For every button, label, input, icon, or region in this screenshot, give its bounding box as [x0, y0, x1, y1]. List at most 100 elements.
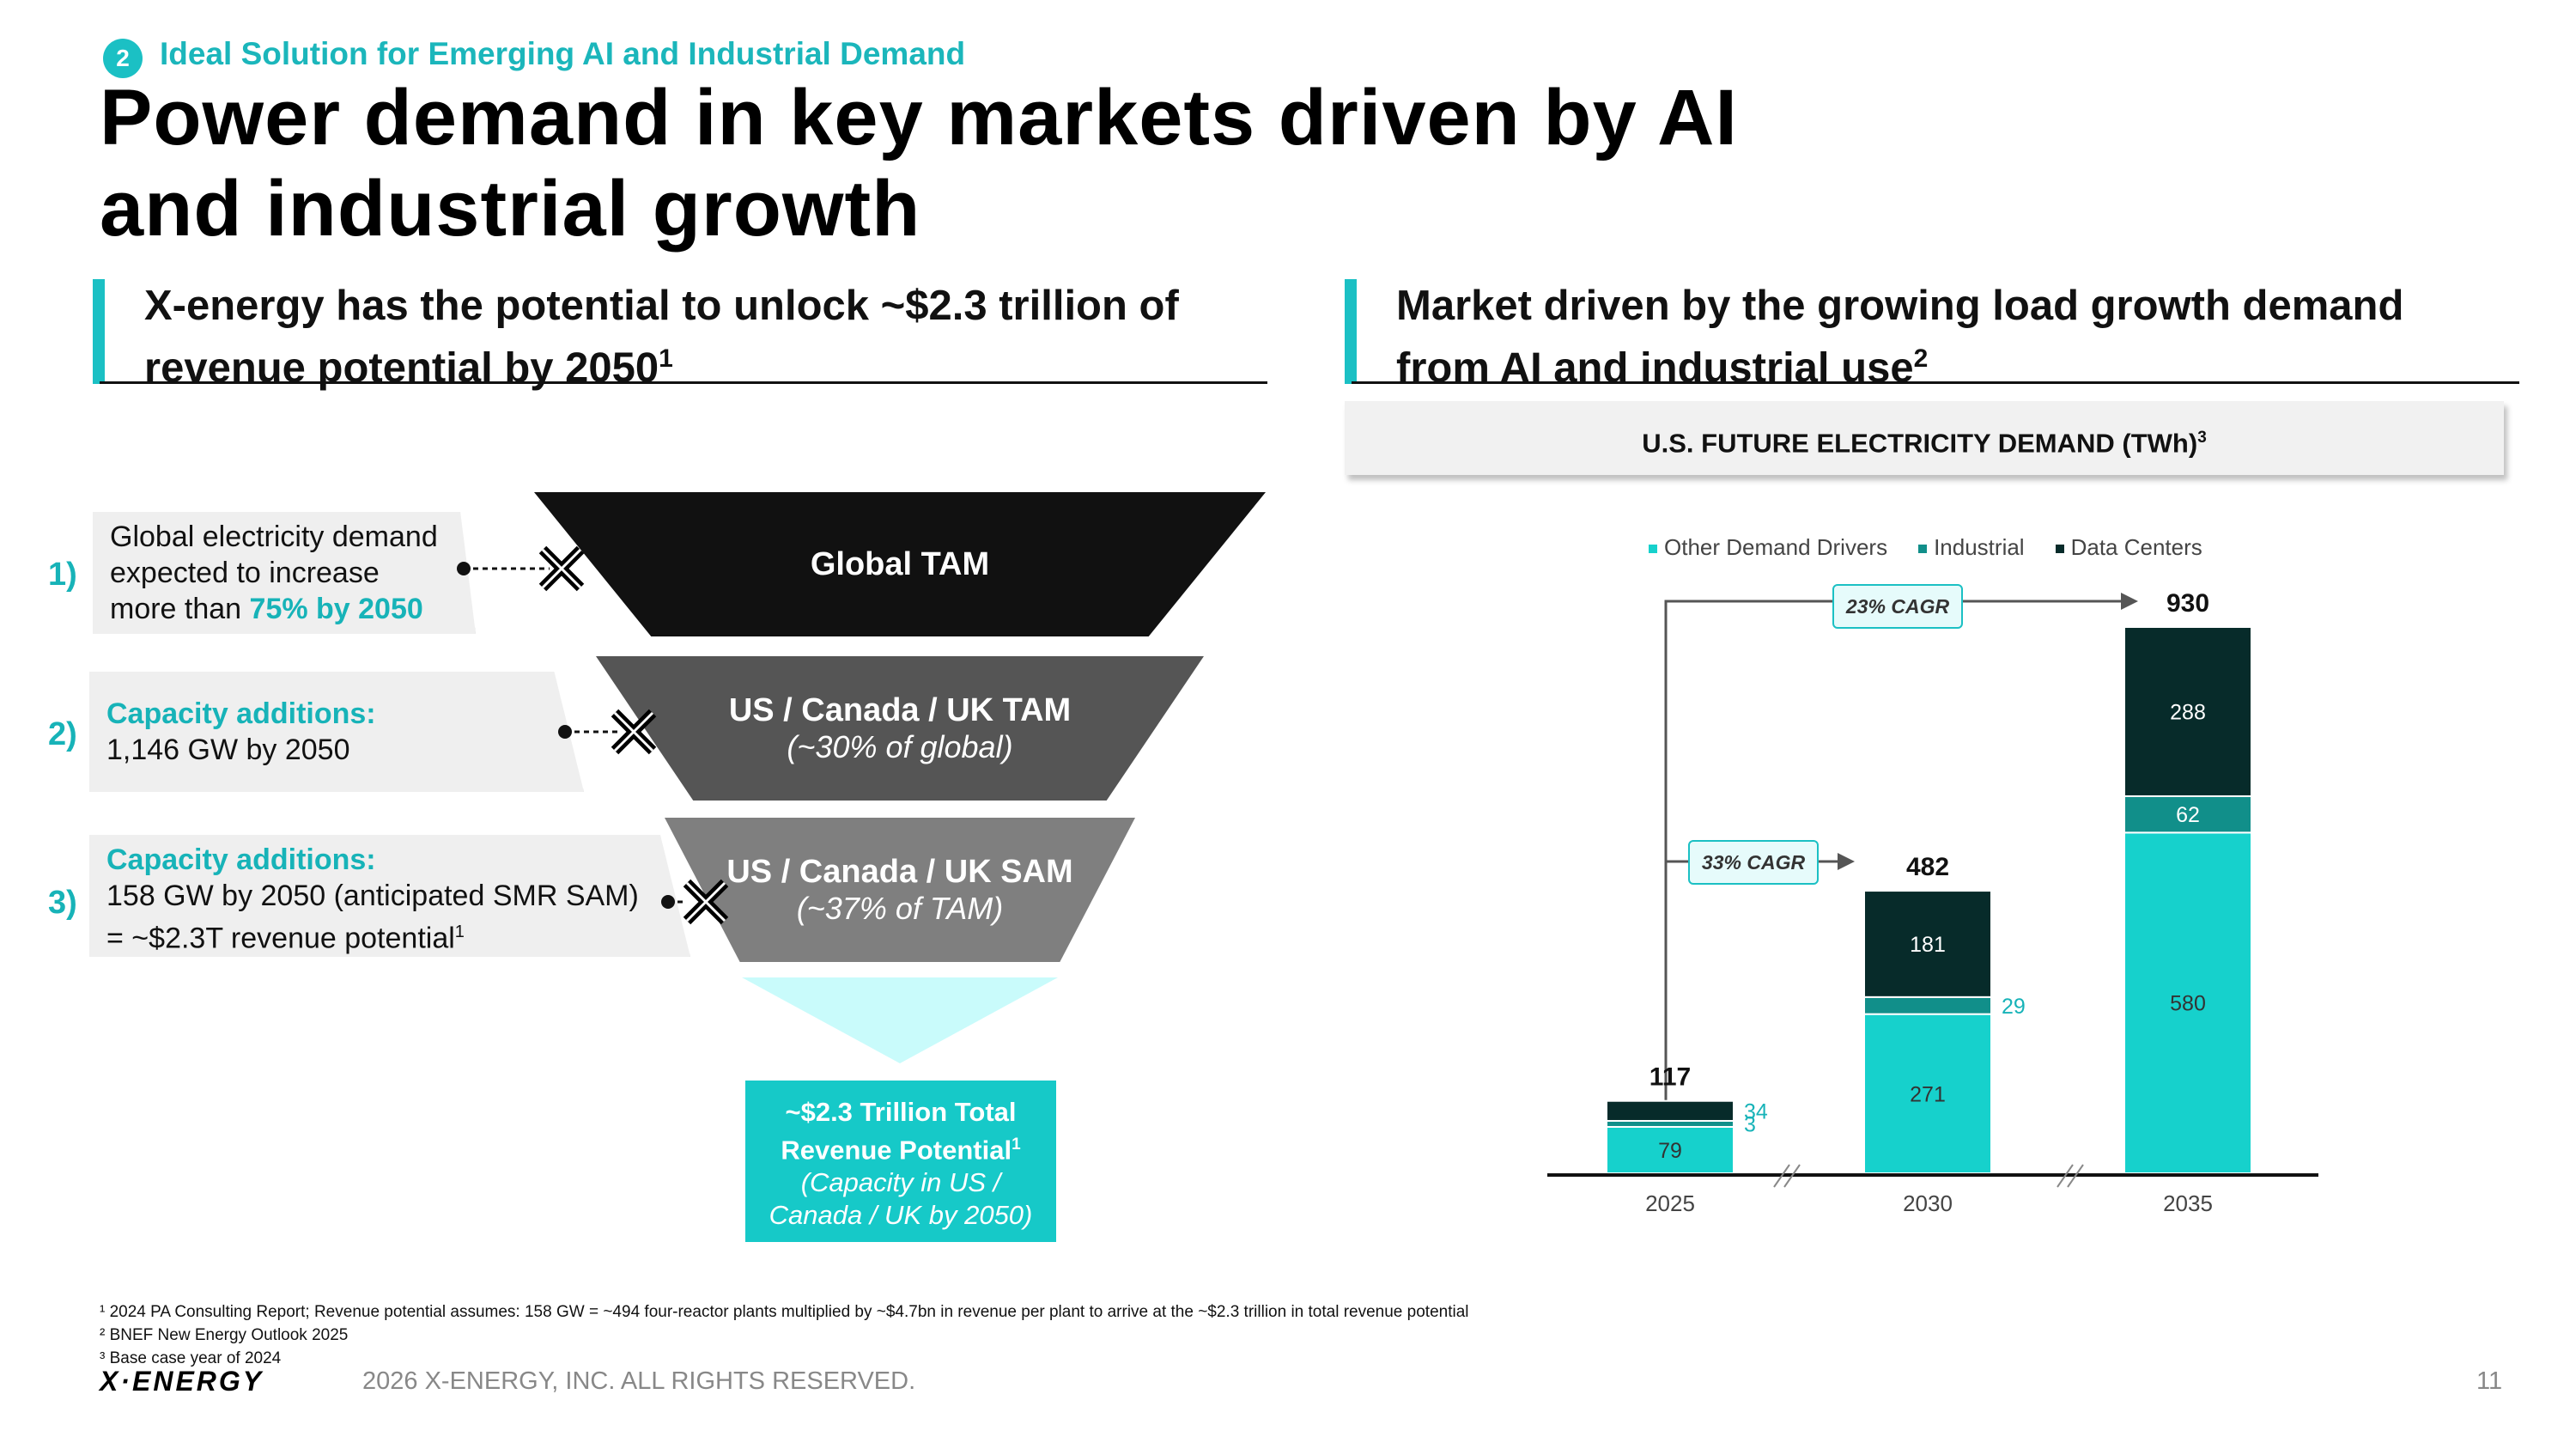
- bar-value-label-2030-0: 271: [1910, 1082, 1946, 1106]
- result-footnote: 1: [1012, 1135, 1021, 1154]
- axis-break-1: [1773, 1164, 1801, 1188]
- cagr-arrow-2030-head: [1838, 853, 1855, 870]
- legend-swatch-datacenters: [2055, 545, 2064, 554]
- right-heading-footnote: 2: [1913, 344, 1929, 373]
- footnote-1: ¹ 2024 PA Consulting Report; Revenue pot…: [100, 1303, 1469, 1321]
- result-line2-text: Revenue Potential: [781, 1135, 1012, 1166]
- funnel-tier-3-label: US / Canada / UK SAM: [726, 853, 1073, 890]
- legend-label-industrial: Industrial: [1934, 534, 2025, 560]
- bar-value-label-2035-1: 62: [2176, 803, 2200, 827]
- callout-1-highlight: 75% by 2050: [249, 593, 423, 625]
- bar-total-label-2030: 482: [1906, 853, 1949, 881]
- section-number-badge: 2: [103, 39, 143, 78]
- cagr-arrow-2035-head: [2121, 593, 2138, 610]
- connector-3: [661, 879, 729, 925]
- callout-3-line1: 158 GW by 2050 (anticipated SMR SAM): [106, 880, 639, 912]
- chart-legend: Other Demand Drivers Industrial Data Cen…: [1649, 534, 2202, 561]
- callout-3-line2: = ~$2.3T revenue potential1: [106, 914, 673, 956]
- cagr-arrow-2035: [1664, 600, 2121, 1134]
- legend-label-other: Other Demand Drivers: [1664, 534, 1888, 560]
- callout-3-line2-text: = ~$2.3T revenue potential: [106, 922, 455, 955]
- funnel-tier-2-label: US / Canada / UK TAM: [728, 691, 1072, 728]
- callout-2-heading: Capacity additions:: [106, 697, 376, 730]
- left-heading-accent-bar: [93, 279, 105, 384]
- chart-title-footnote: 3: [2197, 429, 2207, 447]
- bar-segment-2025-2: [1606, 1099, 1735, 1122]
- result-line1: ~$2.3 Trillion Total: [785, 1097, 1017, 1127]
- callout-number-1: 1): [48, 557, 77, 593]
- revenue-potential-box: ~$2.3 Trillion Total Revenue Potential1 …: [745, 1081, 1056, 1242]
- legend-item-datacenters: Data Centers: [2055, 534, 2202, 561]
- bar-segment-2035-2: [2123, 626, 2252, 797]
- connector-1: [457, 545, 585, 592]
- result-line2: Revenue Potential1: [754, 1129, 1048, 1166]
- result-line3: (Capacity in US /: [800, 1167, 1001, 1198]
- callout-1-line1: Global electricity demand: [110, 521, 438, 553]
- left-heading-footnote: 1: [659, 344, 673, 373]
- bar-total-label-2035: 930: [2166, 589, 2209, 618]
- bar-value-label-2035-0: 580: [2170, 992, 2206, 1016]
- copyright-text: 2026 X-ENERGY, INC. ALL RIGHTS RESERVED.: [362, 1367, 916, 1395]
- page-title-line2: and industrial growth: [100, 165, 921, 253]
- funnel-tier-3-sub: (~37% of TAM): [796, 890, 1004, 926]
- funnel-tier-us-tam: US / Canada / UK TAM (~30% of global): [596, 656, 1204, 801]
- legend-swatch-other: [1649, 545, 1657, 554]
- right-heading-rule: [1352, 381, 2519, 384]
- right-heading-line1: Market driven by the growing load growth…: [1396, 283, 2404, 329]
- x-tick-label-2035: 2035: [2163, 1190, 2213, 1216]
- callout-number-3: 3): [48, 885, 77, 921]
- bar-total-label-2025: 117: [1649, 1063, 1691, 1092]
- bar-value-label-2025-1: 3: [1744, 1112, 1756, 1136]
- company-logo: X·ENERGY: [100, 1366, 264, 1397]
- bar-value-label-2030-2: 181: [1910, 933, 1946, 957]
- callout-global-demand: Global electricity demand expected to in…: [93, 512, 476, 634]
- cagr-badge-33: 33% CAGR: [1688, 840, 1819, 885]
- chart-title-text: U.S. FUTURE ELECTRICITY DEMAND (TWh): [1642, 428, 2198, 459]
- left-heading-line1: X-energy has the potential to unlock ~$2…: [144, 283, 1179, 329]
- footnote-3: ³ Base case year of 2024: [100, 1349, 282, 1367]
- section-title: Ideal Solution for Emerging AI and Indus…: [160, 36, 966, 71]
- callout-1-line3: more than 75% by 2050: [110, 591, 459, 627]
- callout-1-line3-text: more than: [110, 593, 250, 625]
- callout-smr-sam: Capacity additions: 158 GW by 2050 (anti…: [89, 835, 690, 957]
- funnel-tier-us-sam: US / Canada / UK SAM (~37% of TAM): [665, 818, 1135, 962]
- legend-item-industrial: Industrial: [1918, 534, 2025, 561]
- page-number: 11: [2476, 1367, 2503, 1395]
- bar-segment-2030-2: [1863, 890, 1992, 998]
- legend-item-other: Other Demand Drivers: [1649, 534, 1887, 561]
- bar-value-label-2030-1: 29: [2002, 995, 2026, 1019]
- x-tick-label-2030: 2030: [1903, 1190, 1953, 1216]
- callout-3-footnote: 1: [454, 922, 465, 941]
- bar-segment-2030-1: [1863, 995, 1992, 1015]
- callout-1-line2: expected to increase: [110, 557, 380, 589]
- axis-break-2: [2057, 1164, 2084, 1188]
- funnel-tier-global-tam: Global TAM: [534, 492, 1266, 636]
- callout-3-heading: Capacity additions:: [106, 843, 376, 876]
- cagr-badge-23: 23% CAGR: [1832, 584, 1963, 629]
- footnotes: ¹ 2024 PA Consulting Report; Revenue pot…: [100, 1300, 2504, 1370]
- bar-segment-2025-1: [1606, 1119, 1735, 1128]
- bar-segment-2035-0: [2123, 831, 2252, 1175]
- bar-value-label-2025-2: 34: [1744, 1099, 1768, 1123]
- chart-title: U.S. FUTURE ELECTRICITY DEMAND (TWh)3: [1345, 401, 2504, 475]
- connector-2: [558, 709, 657, 755]
- bar-value-label-2025-0: 79: [1658, 1139, 1682, 1163]
- funnel-tier-1-label: Global TAM: [810, 545, 990, 582]
- legend-swatch-industrial: [1918, 545, 1928, 554]
- callout-number-2: 2): [48, 716, 77, 752]
- legend-label-datacenters: Data Centers: [2070, 534, 2202, 560]
- result-line4: Canada / UK by 2050): [769, 1200, 1033, 1231]
- callout-2-line1: 1,146 GW by 2050: [106, 734, 350, 766]
- bar-value-label-2035-2: 288: [2170, 700, 2206, 724]
- bar-segment-2030-0: [1863, 1013, 1992, 1175]
- callout-capacity-additions: Capacity additions: 1,146 GW by 2050: [89, 672, 584, 792]
- page-title-line1: Power demand in key markets driven by AI: [100, 74, 1738, 161]
- left-heading-rule: [100, 381, 1267, 384]
- page-title: Power demand in key markets driven by AI…: [100, 72, 2160, 254]
- funnel-tier-2-sub: (~30% of global): [787, 728, 1013, 764]
- right-heading-accent-bar: [1345, 279, 1357, 384]
- x-tick-label-2025: 2025: [1645, 1190, 1695, 1216]
- footnote-2: ² BNEF New Energy Outlook 2025: [100, 1326, 349, 1344]
